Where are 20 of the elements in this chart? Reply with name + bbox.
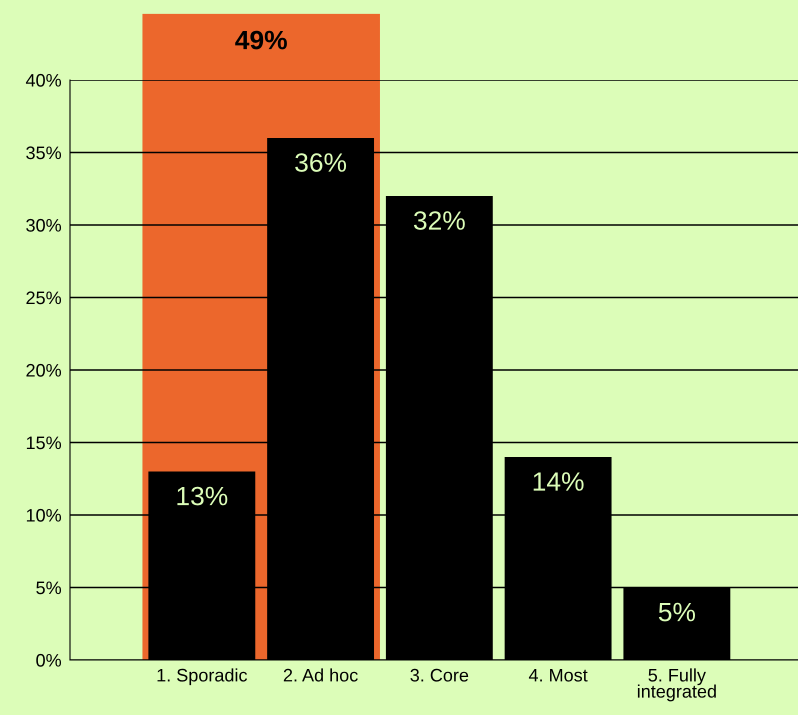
- x-tick-label: 3. Core: [410, 668, 468, 682]
- data-label: 5%: [658, 602, 695, 622]
- data-label: 32%: [414, 211, 465, 230]
- y-tick-label: 35%: [26, 146, 62, 160]
- x-tick-label: 4. Most: [528, 668, 588, 682]
- band-label: 49%: [235, 30, 287, 50]
- y-tick-label: 30%: [26, 218, 62, 232]
- data-label: 36%: [295, 153, 346, 172]
- y-tick-label: 0%: [36, 654, 62, 667]
- y-tick-label: 20%: [26, 364, 62, 377]
- y-tick-label: 15%: [26, 436, 62, 450]
- y-tick-label: 10%: [26, 508, 62, 522]
- x-tick-label: 2. Ad hoc: [284, 668, 358, 682]
- x-tick-label: 1. Sporadic: [158, 668, 248, 686]
- x-tick-label: 5. Fully integrated: [638, 668, 716, 702]
- y-tick-label: 5%: [36, 582, 62, 594]
- y-tick-label: 25%: [26, 291, 62, 304]
- data-label: 13%: [177, 486, 228, 506]
- data-label: 14%: [534, 472, 584, 491]
- y-tick-label: 40%: [26, 74, 62, 87]
